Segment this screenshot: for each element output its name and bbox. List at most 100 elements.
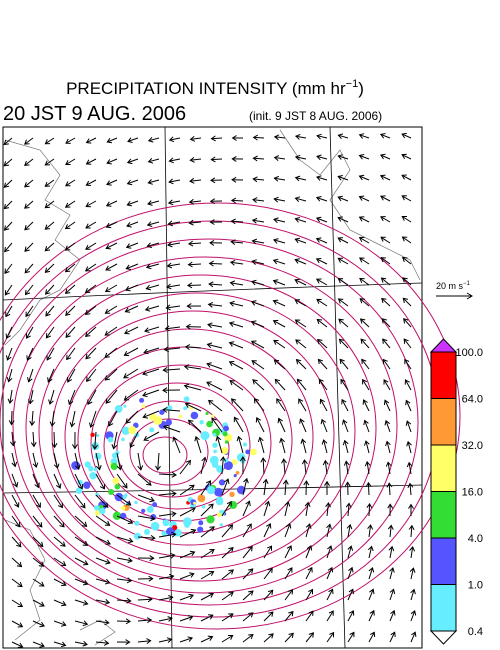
wind-shaft	[238, 436, 244, 454]
rain-cell	[231, 459, 238, 465]
wind-head	[24, 139, 30, 145]
wind-head	[264, 500, 271, 507]
wind-shaft	[125, 410, 139, 424]
wind-head	[24, 224, 30, 231]
wind-shaft	[406, 420, 412, 433]
wind-head	[208, 571, 215, 577]
wind-shaft	[11, 410, 13, 425]
wind-shaft	[85, 305, 97, 315]
wind-head	[315, 258, 322, 264]
wind-head	[287, 567, 293, 573]
wind-head	[190, 507, 196, 513]
wind-shaft	[53, 536, 66, 547]
wind-shaft	[90, 410, 97, 428]
wind-shaft	[95, 578, 110, 584]
wind-shaft	[326, 545, 332, 559]
wind-shaft	[179, 573, 194, 580]
wind-head	[44, 203, 51, 209]
rain-cell	[224, 440, 229, 444]
wind-shaft	[337, 217, 349, 223]
wind-head	[305, 523, 312, 529]
wind-shaft	[167, 263, 181, 267]
rain-cell	[245, 449, 251, 455]
wind-shaft	[11, 473, 18, 487]
isobar	[25, 274, 377, 582]
wind-head	[104, 375, 110, 381]
wind-head	[273, 339, 279, 345]
wind-shaft	[316, 155, 328, 160]
wind-head	[28, 399, 34, 405]
wind-head	[123, 395, 130, 401]
wind-head	[185, 459, 191, 466]
wind-shaft	[126, 221, 139, 227]
wind-shaft	[53, 515, 65, 528]
rain-cell	[121, 426, 130, 435]
rain-cell	[114, 405, 123, 413]
wind-head	[274, 378, 281, 385]
wind-scale-label: 20 m s−1	[436, 281, 471, 291]
wind-shaft	[11, 620, 23, 628]
wind-shaft	[389, 631, 396, 643]
wind-head	[185, 323, 191, 330]
wind-shaft	[32, 473, 39, 488]
wind-shaft	[410, 525, 413, 538]
wind-head	[308, 610, 314, 616]
wind-shaft	[148, 158, 160, 163]
wind-head	[229, 380, 235, 386]
wind-head	[359, 298, 365, 304]
wind-shaft	[368, 525, 372, 538]
wind-shaft	[231, 220, 244, 223]
isobar	[142, 436, 188, 474]
wind-head	[92, 444, 98, 450]
longitude-line	[329, 126, 346, 649]
wind-head	[315, 237, 322, 243]
wind-head	[406, 440, 412, 447]
wind-head	[286, 545, 292, 551]
wind-head	[142, 391, 148, 398]
wind-head	[84, 266, 91, 272]
wind-shaft	[251, 360, 265, 370]
colorbar-segment	[430, 444, 457, 492]
wind-head	[39, 581, 45, 587]
wind-shaft	[53, 494, 63, 508]
wind-head	[260, 457, 267, 463]
wind-head	[189, 550, 196, 557]
wind-head	[210, 135, 216, 142]
wind-head	[25, 333, 31, 339]
wind-head	[24, 289, 31, 296]
wind-head	[243, 477, 249, 484]
wind-shaft	[146, 263, 160, 268]
wind-head	[125, 639, 131, 646]
title: PRECIPITATION INTENSITY (mm hr−1)	[66, 78, 364, 98]
wind-head	[44, 181, 51, 187]
wind-head	[44, 267, 51, 274]
rain-cell	[93, 467, 98, 472]
wind-head	[272, 319, 279, 326]
wind-shaft	[242, 568, 254, 580]
wind-head	[30, 441, 37, 448]
wind-shaft	[137, 452, 142, 470]
wind-head	[124, 329, 130, 335]
wind-shaft	[124, 326, 139, 334]
wind-head	[358, 195, 365, 201]
wind-shaft	[179, 507, 196, 517]
wind-shaft	[65, 179, 76, 187]
wind-shaft	[284, 589, 293, 601]
wind-head	[316, 338, 323, 345]
wind-head	[272, 279, 279, 285]
wind-scale-superscript: −1	[463, 281, 471, 287]
wind-head	[105, 244, 111, 250]
wind-shaft	[386, 441, 391, 454]
rain-cell	[217, 496, 223, 502]
colorbar-under	[429, 630, 458, 645]
wind-shaft	[316, 217, 328, 223]
wind-head	[127, 557, 133, 564]
wind-head	[171, 471, 177, 478]
wind-head	[44, 246, 51, 252]
wind-shaft	[338, 318, 349, 328]
wind-head	[163, 424, 169, 431]
wind-head	[29, 420, 36, 427]
wind-shaft	[127, 200, 139, 206]
wind-head	[85, 180, 92, 186]
wind-head	[322, 459, 329, 466]
